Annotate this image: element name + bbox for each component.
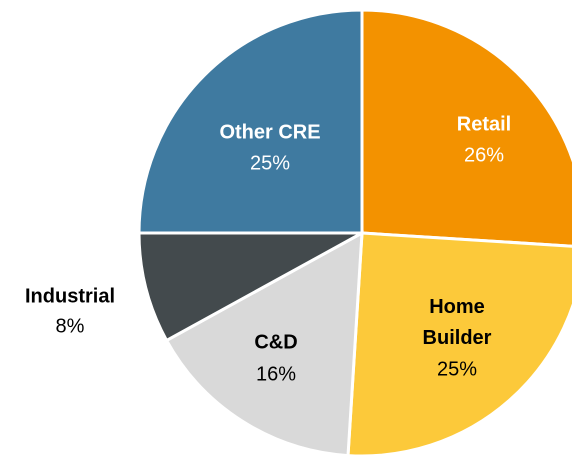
pie-slice (164, 230, 364, 457)
slice-label: Other CRE (219, 121, 320, 143)
pie-slice (137, 8, 364, 235)
slice-label: Retail (457, 113, 511, 135)
slice-value: 25% (437, 358, 477, 380)
slice-value: 26% (464, 144, 504, 166)
pie-slice (137, 231, 363, 343)
slice-value: 16% (256, 363, 296, 385)
slice-label: Home Builder (423, 296, 492, 349)
pie-slice (360, 8, 572, 248)
pie-slice (346, 231, 572, 457)
slice-label: C&D (254, 331, 297, 353)
slice-value: 8% (56, 315, 85, 337)
slice-value: 25% (250, 152, 290, 174)
slice-label: Industrial (25, 285, 115, 307)
